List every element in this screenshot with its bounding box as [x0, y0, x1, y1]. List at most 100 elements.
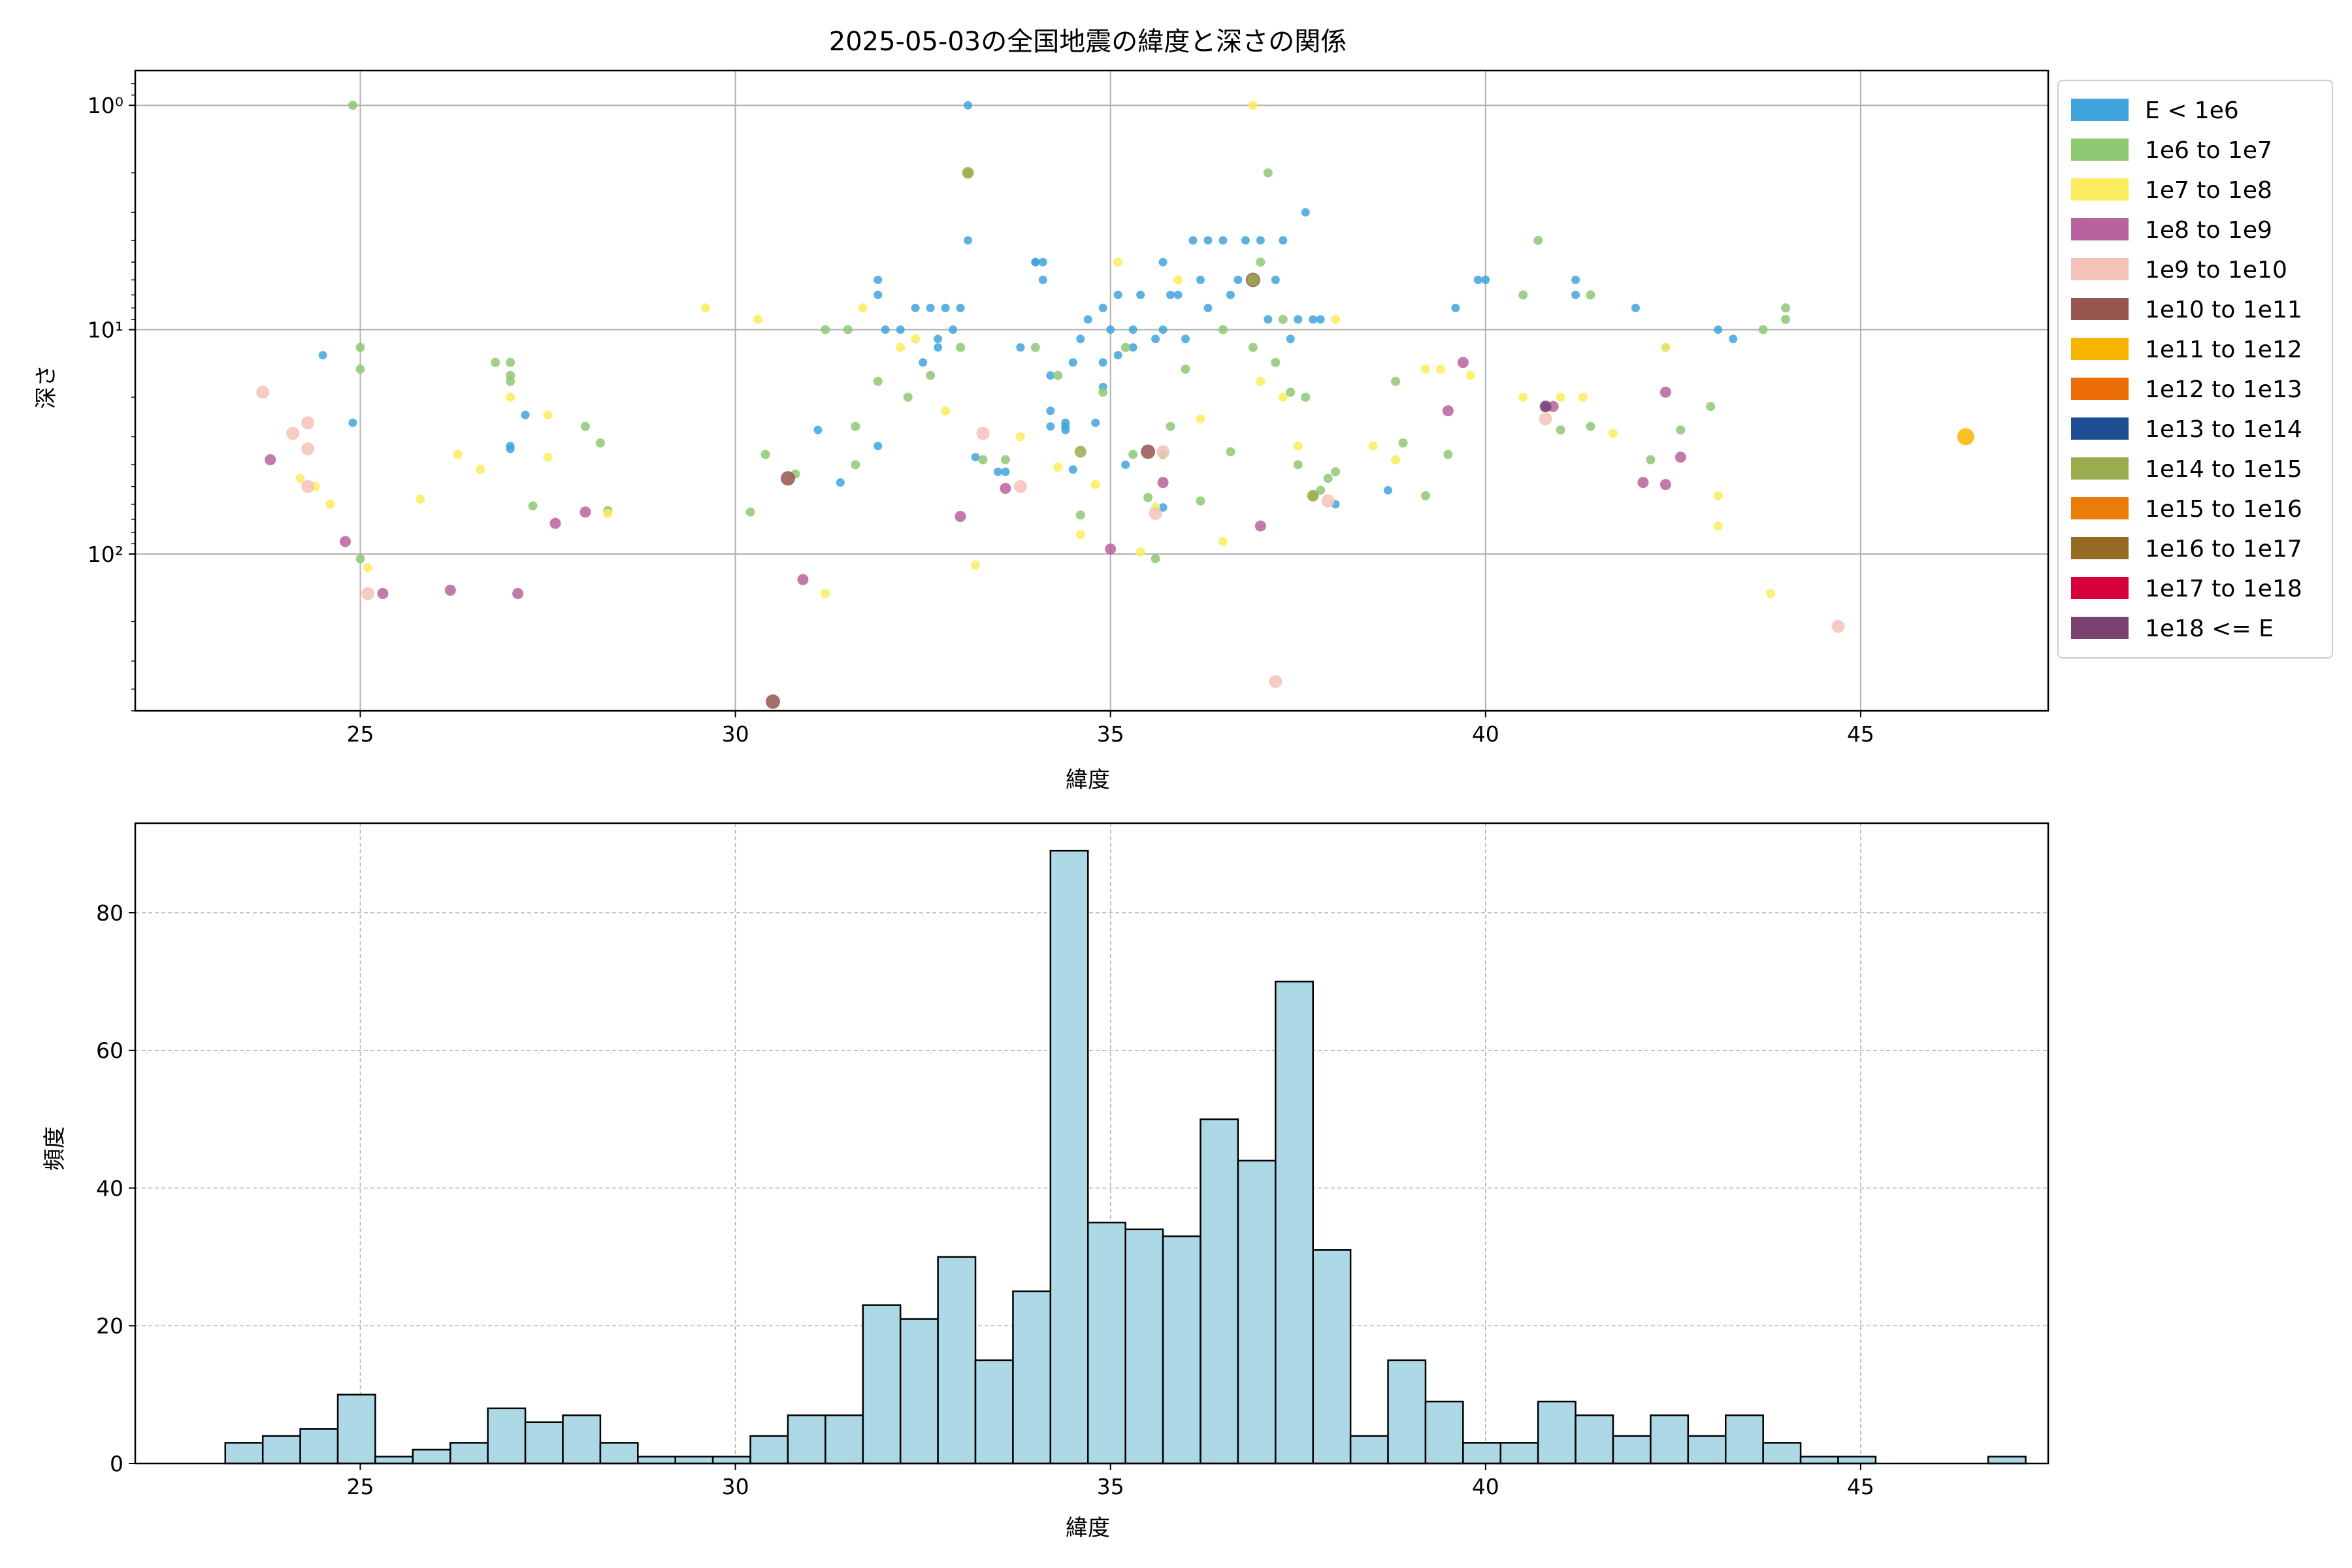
legend-label: 1e10 to 1e11: [2145, 297, 2302, 323]
y-tick-label: 10⁰: [88, 93, 123, 118]
data-point: [813, 425, 823, 434]
legend-label: E < 1e6: [2145, 97, 2239, 124]
data-point: [1203, 303, 1213, 312]
data-point: [1120, 342, 1130, 352]
data-point: [1128, 343, 1137, 352]
data-point: [1286, 387, 1296, 397]
data-point: [1321, 494, 1335, 508]
data-point: [1128, 325, 1137, 335]
histogram-bar: [1462, 1442, 1502, 1465]
data-point: [1075, 510, 1085, 520]
histogram-bar: [1087, 1221, 1126, 1465]
data-point: [1090, 480, 1100, 489]
legend-label: 1e13 to 1e14: [2145, 416, 2302, 443]
data-point: [1226, 447, 1235, 457]
data-point: [1046, 371, 1055, 380]
data-point: [1659, 479, 1671, 491]
histogram-bar: [1124, 1228, 1164, 1465]
data-point: [1331, 467, 1341, 477]
data-point: [941, 406, 951, 416]
data-point: [1218, 236, 1228, 245]
data-point: [1556, 425, 1565, 435]
data-point: [1831, 619, 1845, 633]
data-point: [1254, 520, 1266, 532]
data-point: [1016, 343, 1025, 352]
data-point: [821, 589, 830, 598]
data-point: [1053, 463, 1063, 472]
data-point: [1293, 460, 1303, 470]
histogram-bar: [1312, 1249, 1352, 1465]
histogram-bar: [825, 1414, 864, 1465]
data-point: [318, 351, 327, 360]
data-point: [1294, 315, 1303, 324]
histogram-bar: [224, 1442, 264, 1465]
data-point: [340, 536, 351, 547]
data-point: [295, 474, 305, 483]
histogram-bar: [1275, 981, 1314, 1465]
data-point: [1241, 236, 1250, 245]
histogram-bar: [412, 1448, 451, 1465]
histogram-bar: [1575, 1414, 1614, 1465]
data-point: [766, 694, 780, 709]
data-point: [1015, 432, 1025, 442]
histogram-bar: [637, 1456, 676, 1465]
data-point: [1156, 445, 1170, 459]
data-point: [1368, 441, 1378, 451]
data-point: [1661, 342, 1671, 352]
data-point: [1068, 358, 1077, 367]
data-point: [956, 303, 965, 312]
data-point: [1307, 489, 1319, 502]
data-point: [1000, 455, 1010, 465]
data-point: [1061, 425, 1070, 434]
data-point: [1196, 496, 1205, 506]
data-point: [964, 101, 973, 110]
data-point: [874, 290, 883, 299]
data-point: [1391, 455, 1401, 465]
data-point: [971, 560, 981, 570]
data-point: [377, 587, 389, 599]
histogram-bar: [336, 1394, 376, 1465]
y-tick-label: 10²: [88, 542, 123, 567]
data-point: [1196, 414, 1205, 424]
data-point: [1121, 460, 1130, 469]
x-tick-label: 40: [1472, 721, 1499, 747]
histogram-bar: [1349, 1435, 1389, 1465]
scatter-panel: 25 30 35 40 45 10⁰ 10¹ 10² 2025-05-03の全国地震の緯度と深…: [33, 27, 2333, 793]
data-point: [1105, 543, 1117, 555]
histogram-x-axis-label: 緯度: [1066, 1515, 1110, 1541]
data-point: [956, 342, 966, 352]
legend-swatch: [2071, 218, 2129, 240]
data-point: [1263, 168, 1273, 178]
data-point: [1158, 325, 1168, 335]
data-point: [1571, 290, 1580, 299]
x-tick-label: 35: [1097, 721, 1124, 747]
data-point: [1631, 303, 1640, 312]
data-point: [580, 421, 590, 431]
data-point: [1151, 554, 1160, 564]
x-tick-label: 40: [1472, 1474, 1499, 1499]
data-point: [1248, 101, 1258, 110]
data-point: [1136, 290, 1145, 299]
x-tick-label: 45: [1847, 1474, 1874, 1499]
data-point: [1309, 315, 1318, 324]
data-point: [1316, 315, 1325, 324]
data-point: [1149, 507, 1162, 521]
legend-label: 1e11 to 1e12: [2145, 336, 2302, 363]
legend-box: [2057, 80, 2333, 659]
data-point: [1053, 370, 1063, 380]
x-tick-label: 45: [1847, 721, 1874, 747]
histogram-bar: [1237, 1160, 1277, 1465]
data-point: [528, 501, 538, 511]
scatter-points: [256, 101, 1974, 709]
data-point: [1729, 335, 1738, 344]
histogram-bar: [1837, 1456, 1877, 1465]
histogram-bar: [862, 1304, 902, 1465]
data-point: [1013, 480, 1027, 493]
legend-swatch: [2071, 258, 2129, 280]
data-point: [1714, 325, 1723, 335]
histogram-bar: [1612, 1435, 1652, 1465]
histogram-bar: [674, 1456, 714, 1465]
data-point: [1442, 405, 1454, 417]
data-point: [476, 465, 485, 474]
data-point: [836, 478, 845, 487]
